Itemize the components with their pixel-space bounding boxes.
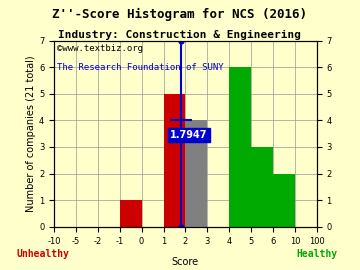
Text: Z''-Score Histogram for NCS (2016): Z''-Score Histogram for NCS (2016) xyxy=(53,8,307,21)
Text: ©www.textbiz.org: ©www.textbiz.org xyxy=(57,44,143,53)
Text: Healthy: Healthy xyxy=(296,249,337,259)
Bar xyxy=(229,67,251,227)
Bar xyxy=(163,94,185,227)
Bar xyxy=(185,120,207,227)
Text: Industry: Construction & Engineering: Industry: Construction & Engineering xyxy=(58,30,302,40)
Bar xyxy=(120,200,141,227)
X-axis label: Score: Score xyxy=(172,256,199,267)
Text: 1.7947: 1.7947 xyxy=(170,130,208,140)
Text: Unhealthy: Unhealthy xyxy=(17,249,69,259)
Text: The Research Foundation of SUNY: The Research Foundation of SUNY xyxy=(57,63,223,72)
Y-axis label: Number of companies (21 total): Number of companies (21 total) xyxy=(26,55,36,212)
Bar xyxy=(251,147,273,227)
Bar xyxy=(273,174,295,227)
